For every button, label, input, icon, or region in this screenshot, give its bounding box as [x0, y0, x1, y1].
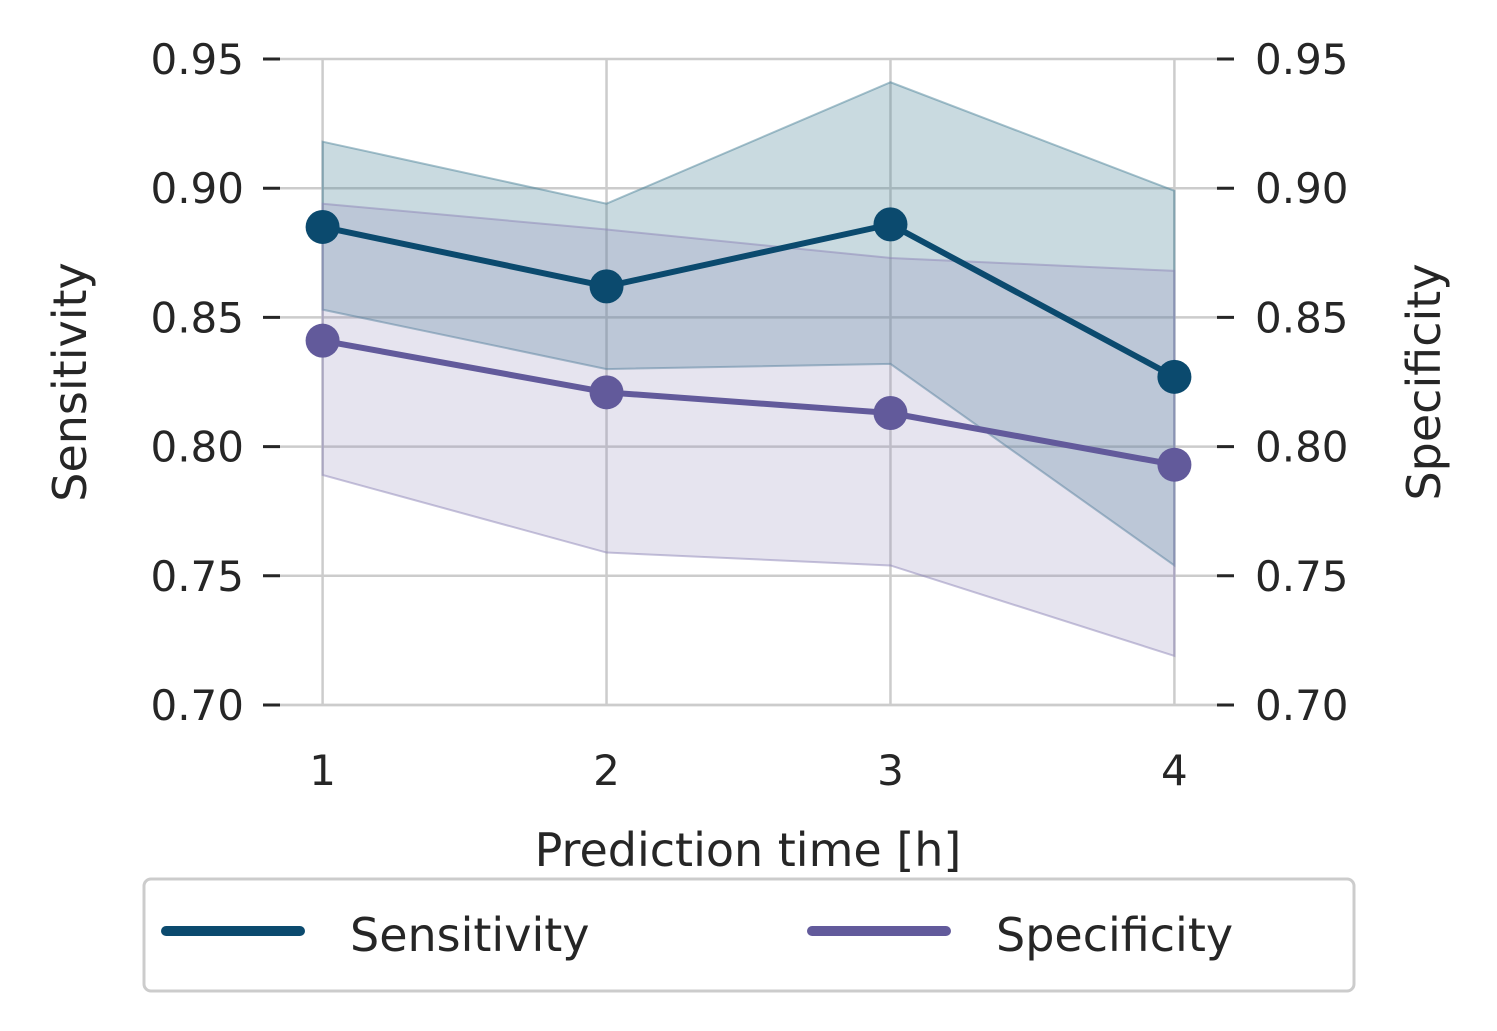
- y-tick-label-right: 0.70: [1255, 681, 1349, 730]
- y-axis-label-right: Specificity: [1397, 263, 1451, 500]
- axes: 0.70 0.70 0.75 0.75 0.80 0.80 0.85 0.85 0.90 0.90…: [150, 35, 1348, 795]
- point-specificity-2: [589, 375, 624, 410]
- series-points: [305, 207, 1192, 482]
- y-tick-label-right: 0.75: [1255, 552, 1349, 601]
- y-tick-label-left: 0.75: [150, 552, 244, 601]
- y-tick-label-right: 0.90: [1255, 164, 1349, 213]
- legend-frame: [142, 877, 1356, 993]
- point-specificity-4: [1157, 447, 1192, 482]
- line-sensitivity: [321, 221, 1176, 380]
- point-sensitivity-2: [589, 269, 624, 304]
- y-tick-label-right: 0.95: [1255, 35, 1349, 84]
- point-specificity-3: [873, 396, 908, 431]
- legend: Sensitivity Specificity: [142, 877, 1356, 993]
- point-sensitivity-1: [305, 209, 340, 244]
- y-tick-label-left: 0.80: [150, 423, 244, 472]
- x-tick-label: 4: [1161, 746, 1188, 795]
- x-tick-label: 3: [877, 746, 904, 795]
- series-lines: [321, 221, 1176, 468]
- y-tick-label-left: 0.90: [150, 164, 244, 213]
- y-tick-label-right: 0.80: [1255, 423, 1349, 472]
- y-tick-label-right: 0.85: [1255, 293, 1349, 342]
- x-tick-label: 1: [309, 746, 336, 795]
- y-tick-label-left: 0.85: [150, 293, 244, 342]
- y-tick-label-left: 0.70: [150, 681, 244, 730]
- point-specificity-1: [305, 323, 340, 358]
- confidence-bands: [321, 81, 1176, 658]
- y-axis-label-left: Sensitivity: [43, 262, 97, 501]
- legend-label-specificity: Specificity: [996, 908, 1233, 962]
- point-sensitivity-3: [873, 207, 908, 242]
- legend-label-sensitivity: Sensitivity: [350, 908, 589, 962]
- line-specificity: [322, 337, 1175, 468]
- x-axis-label: Prediction time [h]: [535, 823, 962, 877]
- y-tick-label-left: 0.95: [150, 35, 244, 84]
- point-sensitivity-4: [1157, 359, 1192, 394]
- x-tick-label: 2: [593, 746, 620, 795]
- band-specificity: [321, 202, 1176, 658]
